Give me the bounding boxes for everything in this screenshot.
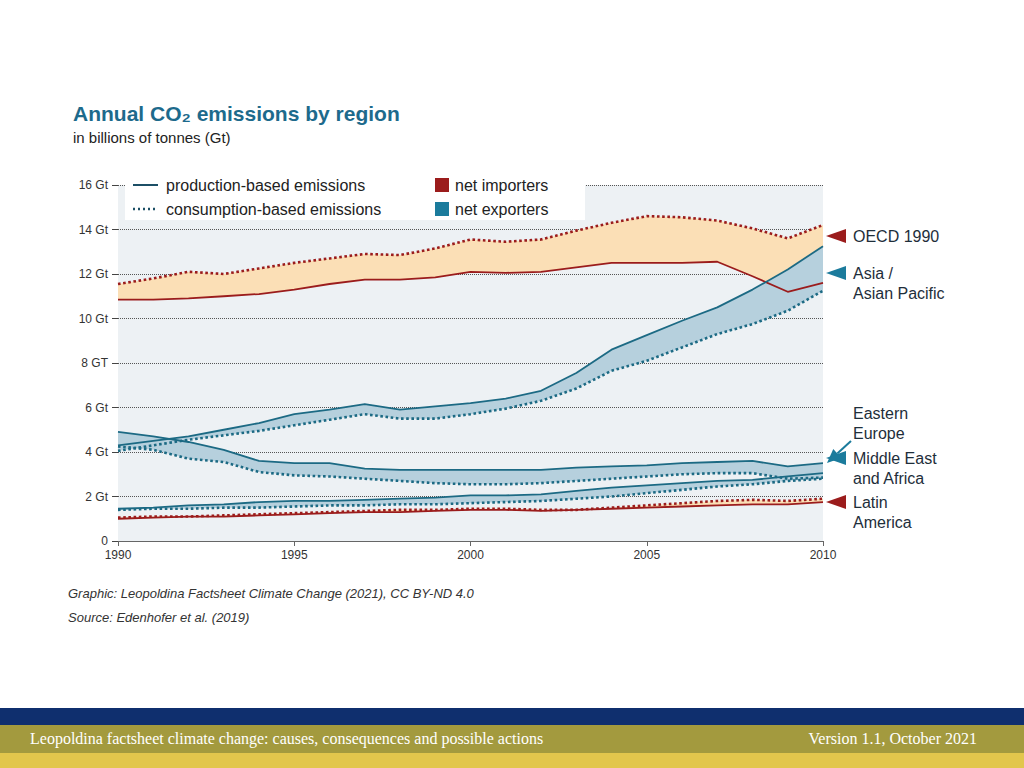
svg-text:consumption-based emissions: consumption-based emissions	[166, 201, 381, 218]
svg-text:Europe: Europe	[853, 425, 905, 442]
svg-text:12 Gt: 12 Gt	[79, 267, 109, 281]
html-text:Version 1.1, October 2021: Version 1.1, October 2021	[808, 730, 977, 747]
svg-text:16 Gt: 16 Gt	[79, 178, 109, 192]
svg-text:and Africa: and Africa	[853, 470, 924, 487]
svg-text:0: 0	[101, 534, 108, 548]
svg-text:10 Gt: 10 Gt	[79, 312, 109, 326]
svg-text:1995: 1995	[281, 548, 308, 562]
html-text:Graphic: Leopoldina Factsheet: Graphic: Leopoldina Factsheet Climate Ch…	[68, 586, 474, 601]
svg-text:net exporters: net exporters	[455, 201, 548, 218]
svg-text:4 Gt: 4 Gt	[85, 445, 108, 459]
svg-text:6 Gt: 6 Gt	[85, 401, 108, 415]
svg-text:America: America	[853, 514, 912, 531]
svg-text:14 Gt: 14 Gt	[79, 223, 109, 237]
svg-text:8 GT: 8 GT	[81, 356, 108, 370]
svg-text:production-based emissions: production-based emissions	[166, 177, 365, 194]
svg-text:Eastern: Eastern	[853, 405, 908, 422]
html-text:Source: Edenhofer et al. (2019: Source: Edenhofer et al. (2019)	[68, 610, 250, 625]
svg-text:in billions of tonnes (Gt): in billions of tonnes (Gt)	[73, 129, 231, 146]
svg-text:1990: 1990	[105, 548, 132, 562]
svg-text:Middle East: Middle East	[853, 450, 937, 467]
svg-text:2010: 2010	[810, 548, 837, 562]
svg-text:net importers: net importers	[455, 177, 548, 194]
svg-text:2000: 2000	[457, 548, 484, 562]
html-text:Leopoldina factsheet climate c: Leopoldina factsheet climate change: cau…	[30, 730, 544, 747]
svg-text:Asia /: Asia /	[853, 265, 894, 282]
svg-text:OECD 1990: OECD 1990	[853, 228, 939, 245]
svg-text:Annual CO₂ emissions by region: Annual CO₂ emissions by region	[73, 102, 400, 125]
svg-text:Latin: Latin	[853, 494, 888, 511]
svg-text:Asian Pacific: Asian Pacific	[853, 285, 945, 302]
svg-text:2 Gt: 2 Gt	[85, 490, 108, 504]
svg-text:2005: 2005	[633, 548, 660, 562]
